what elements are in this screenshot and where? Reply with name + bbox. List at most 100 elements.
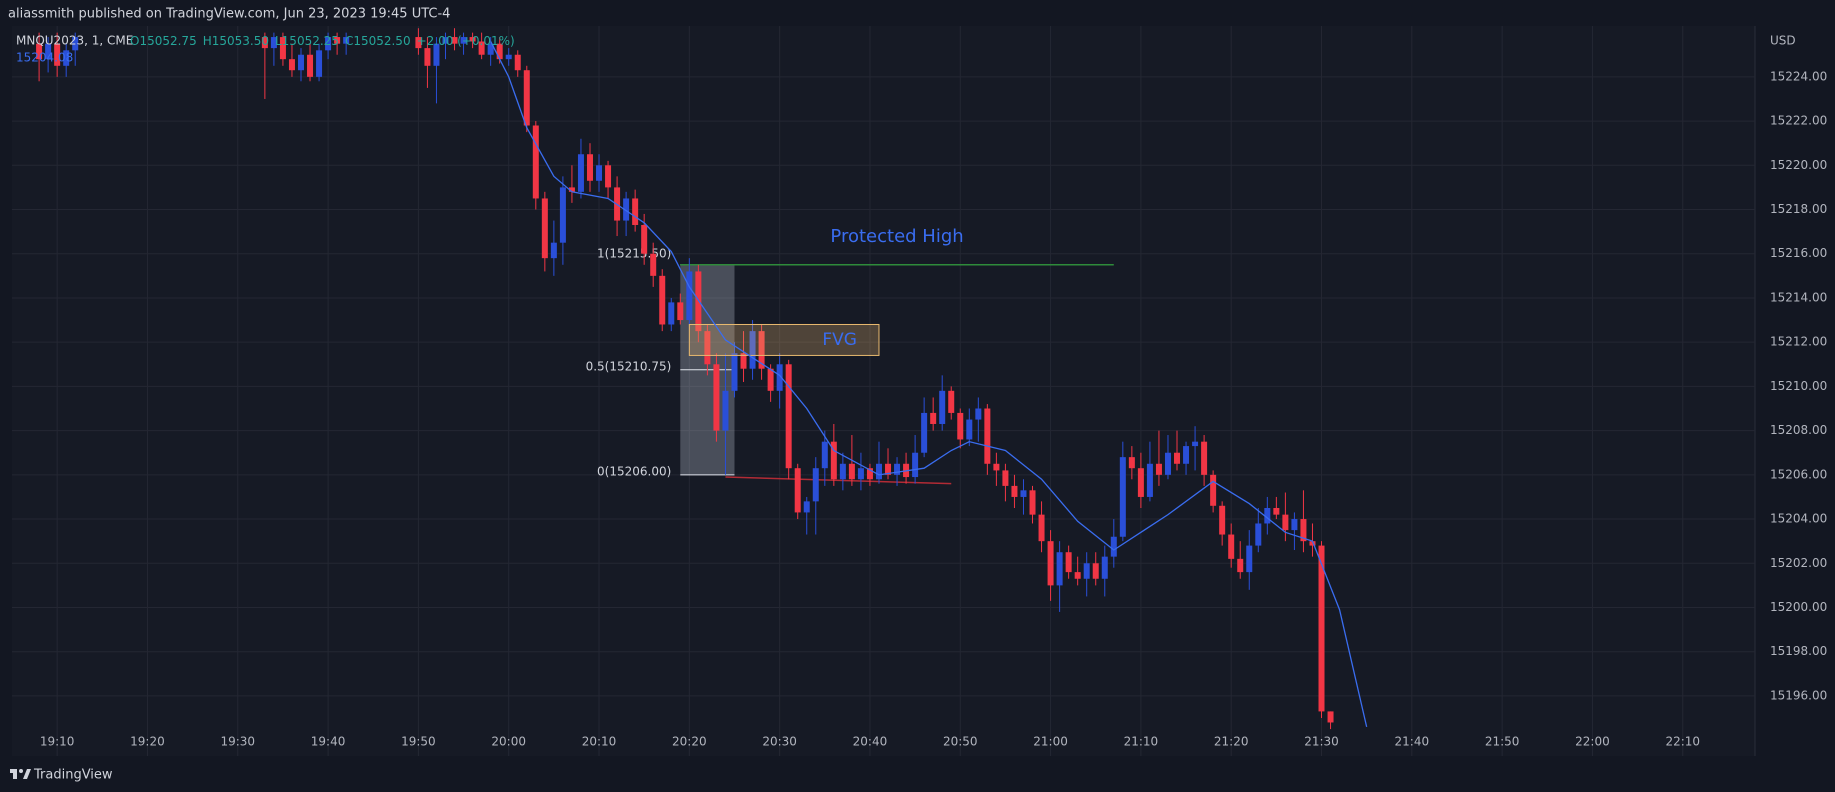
candle-body	[1119, 457, 1126, 537]
x-tick-label: 21:20	[1214, 735, 1249, 749]
candle-body	[45, 43, 52, 60]
candle-body	[857, 468, 864, 480]
candle-body	[975, 408, 982, 420]
candle-body	[830, 441, 837, 480]
candle-body	[532, 125, 539, 199]
fib-label: 1(15215.50)	[597, 246, 671, 260]
x-tick-label: 19:10	[40, 735, 75, 749]
candle-body	[686, 271, 693, 321]
x-tick-label: 21:00	[1033, 735, 1068, 749]
candle-body	[288, 59, 295, 71]
candle-body	[1101, 556, 1108, 579]
candle-body	[586, 154, 593, 181]
candle-body	[72, 37, 79, 51]
candle-body	[713, 364, 720, 431]
fib-label: 0(15206.00)	[597, 464, 671, 478]
candle-body	[307, 54, 314, 77]
candle-body	[1074, 572, 1081, 579]
candle-body	[677, 302, 684, 321]
candle-body	[559, 187, 566, 243]
candle-body	[442, 37, 449, 44]
candle-body	[722, 390, 729, 431]
y-tick-label: 15210.00	[1770, 379, 1827, 393]
legend-symbol: MNQU2023, 1, CME	[16, 34, 133, 48]
y-tick-label: 15216.00	[1770, 246, 1827, 260]
protected-high-label: Protected High	[830, 226, 963, 247]
currency: USD	[1770, 34, 1796, 48]
candle-body	[966, 419, 973, 440]
candle-body	[433, 43, 440, 66]
candle-body	[270, 37, 277, 49]
candle-body	[921, 412, 928, 453]
candle-body	[523, 70, 530, 126]
candle-body	[1300, 519, 1307, 542]
candle-body	[541, 198, 548, 259]
candle-body	[1282, 514, 1289, 531]
candle-body	[1273, 508, 1280, 515]
candle-body	[848, 463, 855, 480]
candle-body	[496, 43, 503, 60]
candle-body	[623, 198, 630, 221]
legend-value: C15052.50	[345, 34, 411, 48]
candle-body	[54, 43, 61, 66]
candle-body	[740, 353, 747, 369]
candle-body	[803, 501, 810, 513]
legend-ma: 15204.08	[16, 51, 73, 65]
x-tick-label: 20:50	[943, 735, 978, 749]
legend-value: H15053.50	[203, 34, 269, 48]
candle-body	[1255, 523, 1262, 546]
candle-body	[875, 463, 882, 480]
candle-body	[650, 253, 657, 276]
fvg-label: FVG	[822, 330, 857, 350]
candle-body	[451, 37, 458, 44]
candle-body	[731, 353, 738, 391]
candle-body	[577, 154, 584, 192]
candle-body	[1210, 474, 1217, 506]
y-tick-label: 15222.00	[1770, 114, 1827, 128]
y-tick-label: 15202.00	[1770, 556, 1827, 570]
x-tick-label: 22:00	[1575, 735, 1610, 749]
candle-body	[812, 468, 819, 502]
candle-body	[894, 463, 901, 475]
candle-body	[1183, 446, 1190, 464]
x-tick-label: 20:00	[491, 735, 526, 749]
candle-body	[1038, 514, 1045, 542]
candle-body	[885, 463, 892, 475]
candle-body	[1246, 545, 1253, 573]
y-tick-label: 15220.00	[1770, 158, 1827, 172]
y-tick-label: 15200.00	[1770, 600, 1827, 614]
candle-body	[1237, 558, 1244, 573]
tv-logo	[10, 769, 31, 779]
candle-body	[993, 463, 1000, 471]
fvg-box	[688, 323, 880, 356]
y-tick-label: 15206.00	[1770, 467, 1827, 481]
y-tick-label: 15224.00	[1770, 69, 1827, 83]
legend-value: O15052.75	[130, 34, 197, 48]
candle-body	[632, 198, 639, 225]
candle-body	[487, 43, 494, 55]
candle-body	[316, 50, 323, 77]
x-tick-label: 19:20	[130, 735, 165, 749]
candle-body	[1137, 468, 1144, 497]
candle-body	[939, 390, 946, 424]
candle-body	[984, 408, 991, 464]
y-tick-label: 15214.00	[1770, 290, 1827, 304]
candle-body	[279, 37, 286, 60]
legend-ohlc: O15052.75 H15053.50 L15052.25 C15052.50 +2.0…	[130, 34, 515, 48]
candle-body	[1065, 552, 1072, 573]
y-tick-label: 15212.00	[1770, 335, 1827, 349]
candle-body	[1219, 505, 1226, 535]
candle-body	[957, 412, 964, 440]
candle-body	[1020, 490, 1027, 497]
candle-body	[948, 390, 955, 413]
candle-body	[325, 37, 332, 51]
x-tick-label: 20:40	[853, 735, 888, 749]
candle-body	[839, 463, 846, 480]
candle-body	[1291, 519, 1298, 531]
x-tick-label: 22:10	[1665, 735, 1700, 749]
candle-body	[1083, 563, 1090, 579]
x-tick-label: 21:50	[1485, 735, 1520, 749]
candle-body	[36, 43, 43, 60]
x-tick-label: 20:20	[672, 735, 707, 749]
